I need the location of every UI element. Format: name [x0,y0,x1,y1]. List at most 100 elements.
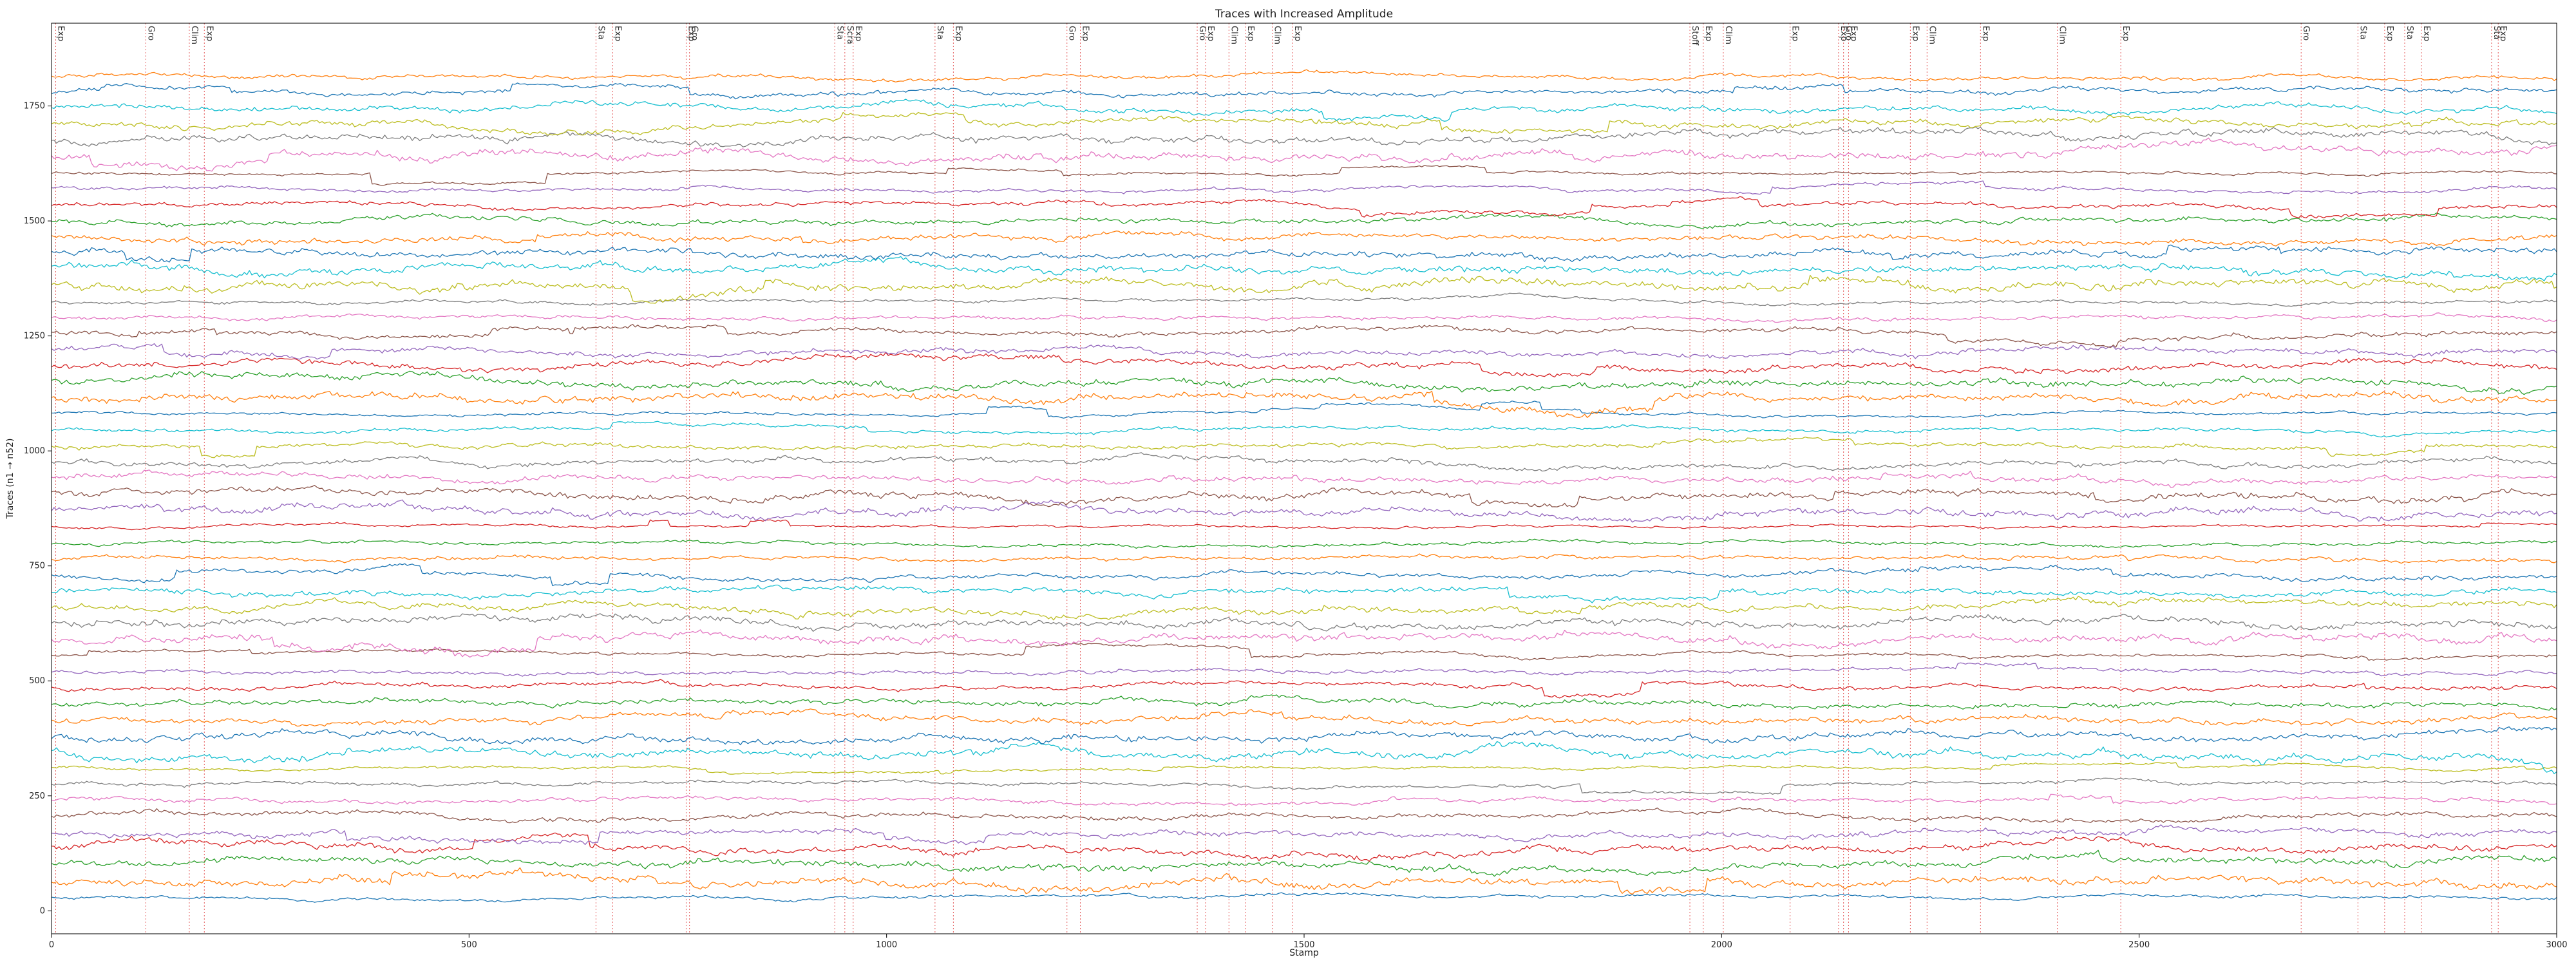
trace-line [52,400,2557,419]
event-label: Exp [612,26,622,41]
trace-line [52,741,2557,775]
trace-line [52,777,2557,795]
event-label: Exp [2385,26,2394,41]
trace-line [52,563,2557,587]
event-label: Exp [1293,26,1302,41]
trace-line [52,82,2557,100]
trace-line [52,613,2557,632]
event-label: Clim [1723,26,1733,44]
trace-line [52,180,2557,195]
y-tick-label: 1000 [24,446,45,456]
trace-line [52,553,2557,564]
y-tick-label: 500 [29,676,45,686]
trace-line [52,244,2557,263]
trace-line [52,421,2557,438]
x-tick-label: 2500 [2128,940,2150,950]
x-axis-label: Stamp [1289,948,1319,958]
event-label: Gro [1844,26,1853,41]
trace-line [52,726,2557,746]
event-label: Exp [1980,26,1990,41]
trace-line [52,390,2557,418]
trace-line [52,484,2557,507]
event-label: Exp [1703,26,1713,41]
event-label: Exp [1839,26,1848,41]
event-label: Scra [845,26,855,44]
trace-line [52,708,2557,727]
trace-line [52,312,2557,323]
trace-line [52,662,2557,677]
x-tick-label: 2000 [1711,940,1732,950]
event-label: Clim [189,26,199,44]
event-label: Exp [1206,26,1215,41]
y-tick-label: 1250 [24,332,45,341]
event-label: Gro [146,26,156,41]
trace-line [52,538,2557,549]
x-tick-label: 1000 [876,940,897,950]
event-label: Stoff [1690,26,1700,46]
trace-line [52,352,2557,378]
trace-line [52,469,2557,488]
event-label: Sta [2492,26,2501,39]
trace-line [52,584,2557,603]
trace-line [52,69,2557,83]
y-tick-label: 0 [40,906,45,916]
trace-line [52,629,2557,658]
trace-line [52,343,2557,360]
trace-line [52,196,2557,219]
trace-line [52,807,2557,824]
event-label: Exp [953,26,963,41]
y-tick-label: 250 [29,791,45,801]
trace-line [52,596,2557,621]
trace-line [52,849,2557,877]
x-tick-label: 3000 [2546,940,2567,950]
trace-line [52,499,2557,523]
x-tick-label: 1500 [1293,940,1314,950]
y-tick-label: 1500 [24,216,45,226]
trace-line [52,436,2557,459]
trace-line [52,274,2557,304]
event-label: Sta [2358,26,2367,39]
event-label: Gro [2301,26,2311,41]
trace-line [52,126,2557,147]
trace-line [52,99,2557,122]
trace-line [52,824,2557,846]
x-tick-label: 0 [49,940,54,950]
event-label: Exp [1790,26,1800,41]
trace-line [52,324,2557,348]
trace-line [52,370,2557,395]
trace-line [52,231,2557,247]
trace-line [52,452,2557,472]
event-label: Exp [686,26,696,41]
event-label: Gro [690,26,699,41]
trace-line [52,832,2557,862]
event-label: Exp [1848,26,1858,41]
y-axis: 0 250 500 750 1000 1250 1500 1750 [24,102,52,916]
event-label: Sta [2405,26,2414,39]
event-label: Gro [1197,26,1207,41]
event-label: Exp [1245,26,1255,41]
trace-line [52,256,2557,281]
trace-line [52,892,2557,903]
trace-series [52,69,2557,903]
trace-line [52,679,2557,699]
event-label: Clim [1273,26,1282,44]
event-label: Clim [1927,26,1937,44]
trace-line [52,213,2557,229]
trace-line [52,111,2557,136]
event-label: Exp [1080,26,1090,41]
trace-line [52,292,2557,307]
trace-line [52,519,2557,531]
x-tick-label: 500 [461,940,477,950]
event-label: Exp [2121,26,2130,41]
event-label: Exp [55,26,65,41]
trace-line [52,793,2557,806]
trace-line [52,867,2557,895]
event-label: Exp [204,26,214,41]
event-label: Clim [1229,26,1238,44]
event-label: Sta [835,26,844,39]
event-label: Exp [2421,26,2431,41]
chart-title: Traces with Increased Amplitude [1215,8,1393,21]
trace-line [52,694,2557,711]
